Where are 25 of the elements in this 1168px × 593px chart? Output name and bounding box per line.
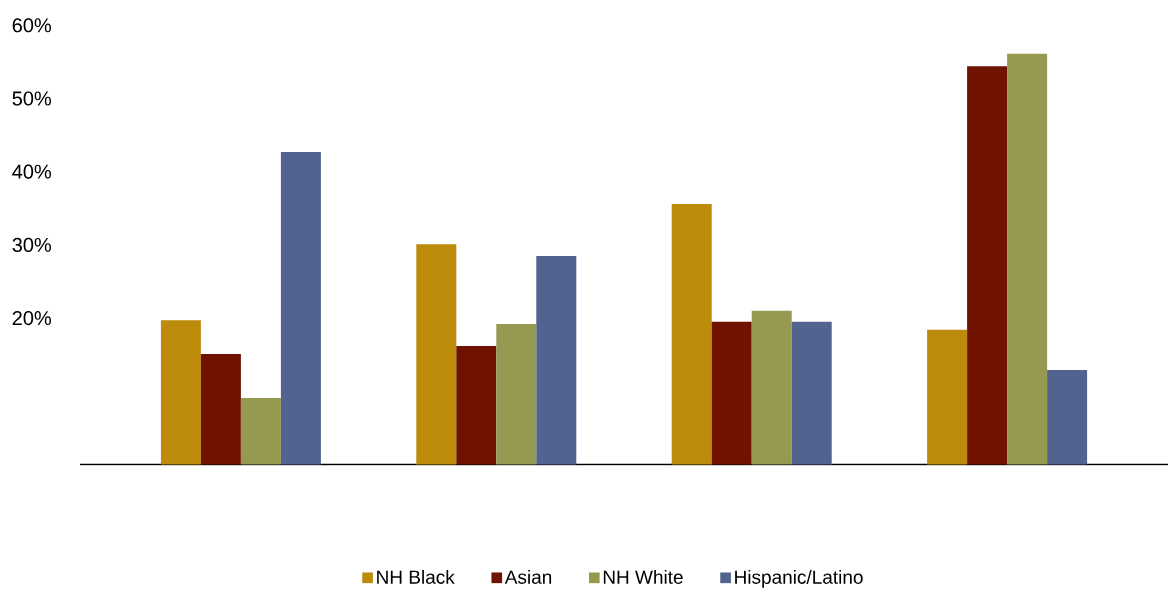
bar [927,329,968,465]
legend-label: NH Black [377,569,455,584]
bar [1047,370,1088,465]
bar [791,321,832,465]
legend-label: Hispanic/Latino [735,569,863,588]
bar [416,244,457,465]
bar [200,353,241,465]
y-tick-label: 40% [12,164,52,179]
legend-label: NH White [603,569,683,584]
bar [240,397,281,465]
bar [671,203,712,465]
bar [711,321,752,465]
bar [160,320,201,465]
y-tick-label: 30% [12,237,52,252]
y-tick-label: 50% [12,91,52,106]
legend-label: Asian [504,569,552,584]
bar [536,255,577,465]
bar [751,310,792,465]
bar [496,323,537,465]
y-tick-label: 60% [12,18,52,33]
bar [1007,53,1048,465]
bar [967,66,1008,465]
bar [280,151,321,465]
bar [456,345,497,465]
y-tick-label: 20% [12,311,52,326]
